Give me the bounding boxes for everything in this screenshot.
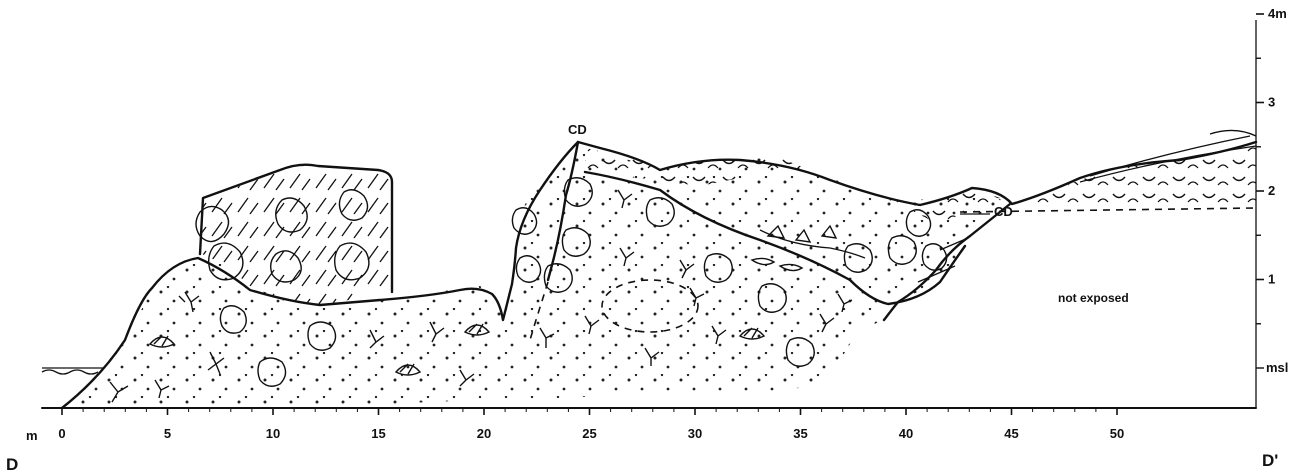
profile-outline xyxy=(60,140,580,410)
y-tick-label: 3 xyxy=(1268,95,1275,110)
msl-wave xyxy=(41,369,99,375)
dashed-contact-left xyxy=(529,281,549,341)
massive-coral-icon xyxy=(195,177,948,387)
x-tick-label: 0 xyxy=(58,426,65,441)
x-tick-label: 15 xyxy=(371,426,385,441)
shell-icon xyxy=(148,224,838,376)
upper-bedding-3 xyxy=(1209,129,1257,137)
end-label: D' xyxy=(1262,451,1278,470)
wedge-contact xyxy=(917,213,990,283)
y-axis-ticks: 1 2 3 4m xyxy=(1256,6,1287,369)
dashed-lens xyxy=(601,279,699,333)
x-tick-label: 5 xyxy=(164,426,171,441)
upper-bedding-2 xyxy=(1089,135,1251,177)
x-axis-ticks: 0 5 10 15 20 25 30 35 40 45 50 xyxy=(58,408,1124,441)
y-tick-label: 4m xyxy=(1268,6,1287,21)
x-tick-label: 30 xyxy=(688,426,702,441)
y-tick-label: 1 xyxy=(1268,272,1275,287)
x-tick-label: 50 xyxy=(1110,426,1124,441)
hatched-block-outline xyxy=(198,163,394,294)
upper-bedding-1 xyxy=(1079,145,1257,183)
start-label: D xyxy=(6,455,18,474)
fossil-symbols xyxy=(109,177,948,403)
not-exposed-label: not exposed xyxy=(1058,291,1129,305)
inner-contact xyxy=(583,170,967,306)
hatched-block-unit xyxy=(202,164,392,305)
x-tick-label: 35 xyxy=(793,426,807,441)
msl-label: msl xyxy=(1266,360,1288,375)
cd-contact-left xyxy=(546,140,580,282)
unit-label: m xyxy=(26,428,38,443)
x-tick-label: 10 xyxy=(266,426,280,441)
x-tick-label: 25 xyxy=(582,426,596,441)
upper-surface xyxy=(576,140,1258,207)
y-tick-label: 2 xyxy=(1268,183,1275,198)
coral-rubble-unit xyxy=(62,142,1010,408)
x-tick-label: 20 xyxy=(477,426,491,441)
cd-label-right: CD xyxy=(994,204,1013,219)
x-tick-label: 40 xyxy=(899,426,913,441)
branching-coral-icon xyxy=(109,189,853,403)
cd-label-left: CD xyxy=(568,122,587,137)
dashed-boundary-right xyxy=(959,207,1257,213)
x-tick-label: 45 xyxy=(1004,426,1018,441)
